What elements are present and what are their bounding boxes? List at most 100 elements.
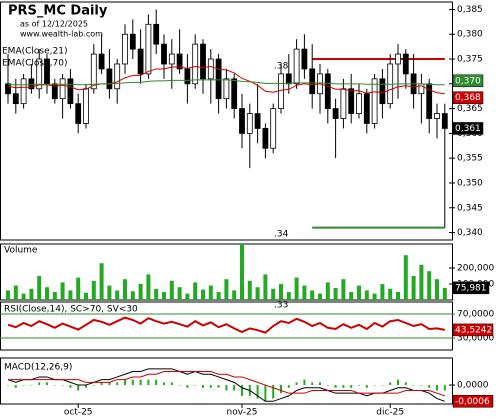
candle-body	[262, 128, 269, 149]
macd-hist-bar	[241, 385, 243, 396]
volume-bar	[52, 292, 57, 300]
candle-body	[223, 78, 230, 100]
macd-hist-bar	[85, 385, 87, 388]
rsi-line	[7, 316, 445, 334]
macd-hist-bar	[350, 385, 353, 388]
candle-body	[168, 53, 175, 65]
macd-hist-bar	[342, 385, 345, 388]
candle-body	[145, 23, 152, 75]
volume-bar	[411, 276, 416, 300]
macd-hist-bar	[287, 385, 290, 388]
subtitle: as of 12/12/2025	[20, 20, 88, 29]
annotation: .38	[274, 62, 289, 72]
y-tick-label: 0,365	[457, 104, 483, 114]
macd-hist-bar	[280, 385, 282, 394]
volume-bar	[154, 288, 159, 300]
candle-body	[363, 93, 370, 124]
volume-bar	[279, 284, 283, 300]
macd-hist-bar	[209, 385, 212, 388]
candle-body	[176, 53, 183, 70]
value-label: 0,370	[455, 76, 481, 86]
chart-title: PRS_MC Daily	[8, 4, 108, 19]
candle-body	[239, 108, 245, 134]
panel-title: RSI(Close,14), SC>70, SV<30	[4, 305, 138, 315]
candle-body	[207, 58, 214, 80]
candle-body	[36, 58, 43, 90]
macd-hist-bar	[381, 385, 384, 386]
ema-line	[8, 79, 445, 86]
volume-bar	[60, 282, 65, 300]
volume-bar	[84, 292, 88, 300]
x-tick-label: oct-25	[64, 408, 93, 418]
macd-hist-bar	[38, 382, 41, 386]
candle-body	[153, 23, 160, 45]
panel-frame	[0, 357, 453, 405]
candle-body	[340, 88, 347, 119]
volume-bar	[177, 287, 182, 300]
panel-frame	[0, 1, 453, 241]
macd-hist-bar	[443, 385, 446, 391]
candle-body	[215, 58, 222, 100]
macd-hist-bar	[264, 385, 267, 402]
candle-body	[59, 78, 66, 100]
value-label: 75,981	[455, 283, 487, 293]
candle-body	[75, 103, 82, 124]
candle-body	[309, 68, 316, 95]
candle-body	[231, 78, 238, 110]
volume-bar	[380, 284, 385, 300]
candle-body	[356, 93, 362, 114]
candle-body	[20, 78, 27, 105]
macd-hist-bar	[46, 382, 48, 386]
annotation: .33	[274, 301, 288, 311]
value-box	[452, 74, 484, 88]
macd-hist-bar	[225, 385, 228, 391]
candle-body	[137, 48, 144, 75]
value-box	[452, 91, 484, 104]
macd-hist-bar	[139, 379, 142, 386]
y-tick-label: 0,375	[457, 55, 483, 65]
volume-bar	[240, 244, 244, 300]
volume-bar	[99, 263, 104, 300]
candle-body	[184, 68, 191, 85]
y-tick-label: 0,340	[457, 228, 483, 238]
macd-hist-bar	[217, 385, 220, 388]
volume-bar	[396, 292, 400, 300]
candle-body	[434, 113, 440, 119]
volume-bar	[435, 279, 439, 300]
volume-bar	[162, 292, 166, 300]
y-tick-label: 0,0000	[457, 381, 489, 391]
macd-hist-bar	[319, 382, 321, 386]
macd-hist-bar	[311, 382, 314, 386]
candle-body	[301, 48, 308, 70]
volume-bar	[201, 289, 205, 300]
volume-bar	[193, 282, 198, 300]
macd-line	[8, 371, 445, 397]
y-tick-label: 0,385	[457, 5, 483, 15]
volume-bar	[403, 255, 408, 300]
volume-bar	[255, 287, 260, 300]
macd-hist-bar	[389, 382, 392, 386]
macd-hist-bar	[108, 382, 111, 386]
volume-bar	[138, 284, 143, 300]
candle-body	[5, 83, 11, 95]
volume-bar	[419, 264, 424, 300]
macd-hist-bar	[186, 385, 189, 388]
volume-bar	[388, 288, 393, 300]
panel-title: MACD(12,26,9)	[4, 363, 72, 373]
volume-bar	[185, 293, 190, 300]
legend-entry: EMA(Close,21)	[2, 47, 67, 57]
volume-bar	[123, 279, 127, 300]
macd-hist-bar	[412, 385, 415, 386]
y-tick-label: 200,000	[457, 264, 494, 274]
annotation: .34	[274, 230, 289, 240]
macd-hist-bar	[428, 385, 431, 388]
candle-body	[293, 48, 300, 85]
candle-body	[129, 33, 136, 50]
candle-body	[348, 88, 355, 114]
candle-body	[114, 63, 121, 90]
candle-body	[200, 43, 206, 80]
volume-bar	[208, 285, 213, 300]
macd-hist-bar	[22, 385, 25, 386]
